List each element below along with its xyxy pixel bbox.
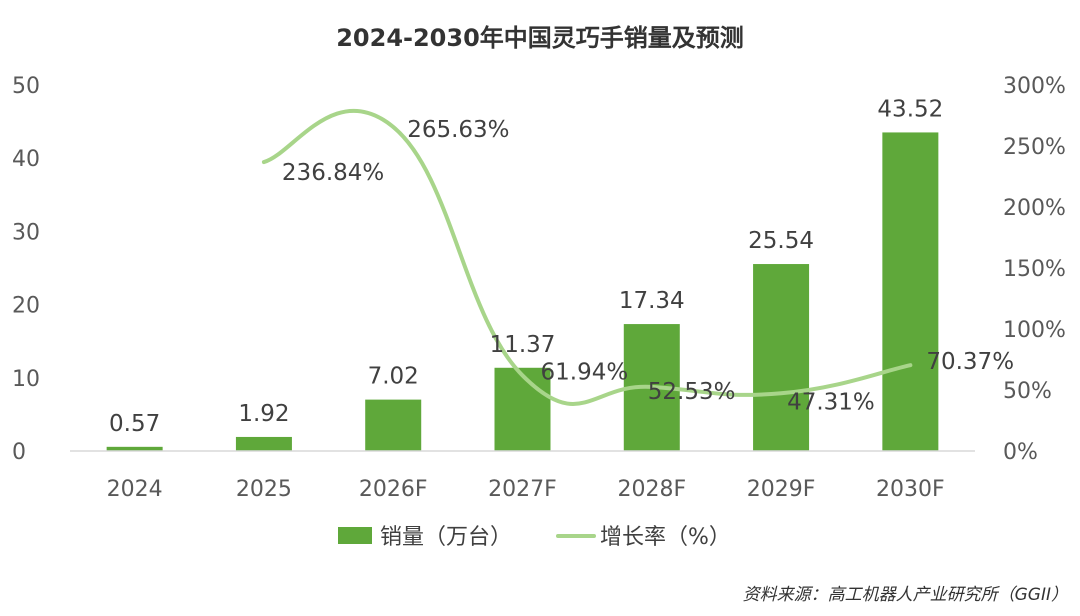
bar-data-label: 1.92	[238, 401, 289, 427]
x-axis-tick-label: 2030F	[876, 477, 945, 502]
right-axis-tick-label: 300%	[1003, 74, 1066, 99]
source-note: 资料来源：高工机器人产业研究所（GGII）	[743, 585, 1068, 605]
x-axis-ticks: 2024 2025 2026F 2027F 2028F 2029F 2030F	[107, 477, 945, 502]
x-axis-tick-label: 2029F	[747, 477, 816, 502]
left-axis-tick-label: 50	[12, 74, 40, 99]
bar	[882, 132, 939, 451]
line-data-labels: 236.84% 265.63% 61.94% 52.53% 47.31% 70.37%	[282, 117, 1014, 415]
bar-data-label: 25.54	[748, 228, 814, 254]
line-data-label: 47.31%	[787, 389, 875, 415]
x-axis-tick-label: 2028F	[617, 477, 686, 502]
x-axis-tick-label: 2025	[236, 477, 292, 502]
legend-label-growth: 增长率（%）	[600, 525, 731, 550]
bar-data-label: 17.34	[619, 288, 685, 314]
bar	[494, 367, 551, 451]
bar-data-label: 11.37	[490, 332, 556, 358]
legend-swatch-sales	[338, 527, 372, 544]
x-axis-tick-label: 2027F	[488, 477, 557, 502]
bar-data-label: 43.52	[877, 96, 943, 122]
bar	[106, 446, 163, 451]
right-axis-tick-label: 0%	[1003, 440, 1038, 465]
x-axis-tick-label: 2026F	[359, 477, 428, 502]
chart-title: 2024-2030年中国灵巧手销量及预测	[336, 24, 744, 52]
legend-label-sales: 销量（万台）	[380, 525, 512, 550]
line-data-label: 52.53%	[648, 379, 736, 405]
left-axis-tick-label: 10	[12, 367, 40, 392]
bar-series	[106, 132, 939, 451]
right-axis-tick-label: 250%	[1003, 135, 1066, 160]
growth-line	[261, 108, 913, 406]
bar	[365, 399, 422, 451]
bar-data-label: 7.02	[368, 364, 419, 390]
right-axis-tick-label: 50%	[1003, 379, 1052, 404]
left-axis-tick-label: 30	[12, 220, 40, 245]
right-axis-tick-label: 100%	[1003, 318, 1066, 343]
line-data-label: 265.63%	[407, 117, 509, 143]
line-series	[261, 108, 913, 406]
line-data-label: 70.37%	[926, 349, 1014, 375]
bar	[235, 436, 292, 451]
line-data-label: 236.84%	[282, 160, 384, 186]
bar-data-label: 0.57	[109, 411, 160, 437]
right-axis-tick-label: 200%	[1003, 196, 1066, 221]
right-axis-tick-label: 150%	[1003, 257, 1066, 282]
left-axis-tick-label: 40	[12, 147, 40, 172]
left-axis-ticks: 0 10 20 30 40 50	[12, 74, 40, 465]
legend: 销量（万台） 增长率（%）	[338, 525, 731, 550]
line-data-label: 61.94%	[541, 359, 629, 385]
bar-data-labels: 0.57 1.92 7.02 11.37 17.34 25.54 43.52	[109, 96, 943, 436]
left-axis-tick-label: 0	[12, 440, 26, 465]
bar	[753, 264, 810, 451]
left-axis-tick-label: 20	[12, 294, 40, 319]
x-axis-tick-label: 2024	[107, 477, 163, 502]
right-axis-ticks: 0% 50% 100% 150% 200% 250% 300%	[1003, 74, 1066, 465]
